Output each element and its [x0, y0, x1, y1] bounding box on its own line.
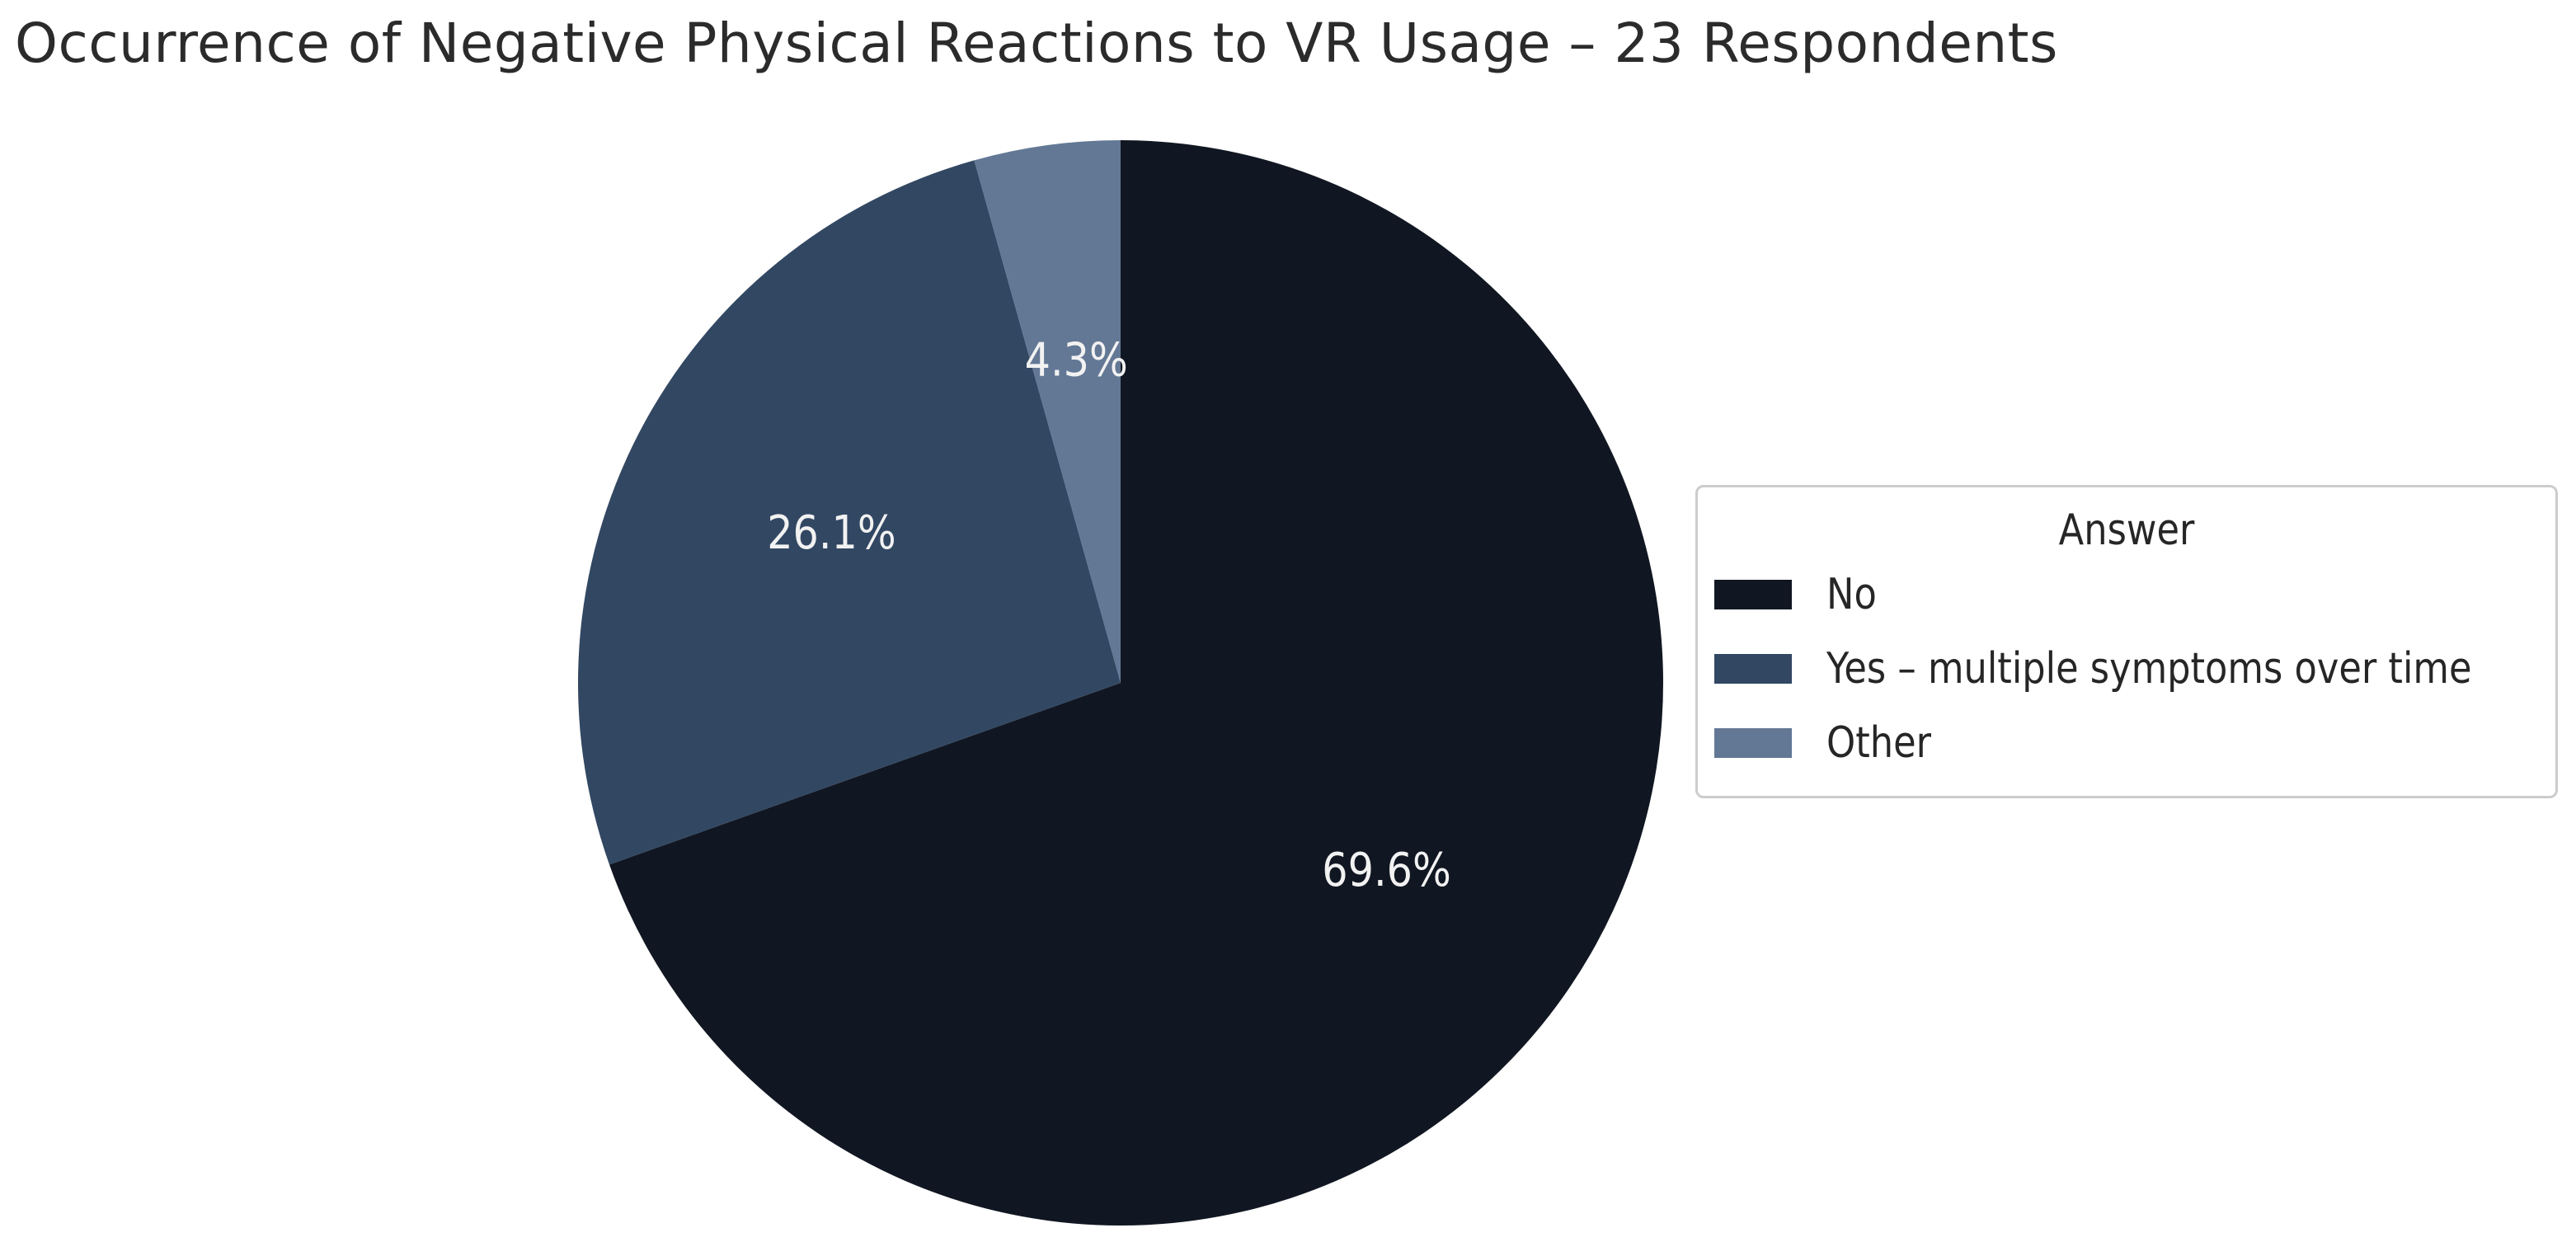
legend-label-no: No	[1826, 570, 1877, 619]
pie-slice-no	[609, 140, 1663, 1226]
pie-slice-other	[974, 140, 1121, 683]
pie-slice-yes-multiple-symptoms-over-time	[577, 160, 1121, 865]
pie-label-no: 69.6%	[1322, 844, 1451, 897]
legend-item-other: Other	[1714, 718, 1948, 768]
legend-label-other: Other	[1826, 718, 1931, 768]
chart-title: Occurrence of Negative Physical Reaction…	[15, 12, 2058, 75]
pie-slices	[577, 140, 1663, 1226]
legend-swatch-other	[1714, 728, 1792, 758]
legend-label-yes-multiple-symptoms: Yes – multiple symptoms over time	[1826, 644, 2472, 694]
pie-label-yes-multiple-symptoms-over-time: 26.1%	[767, 506, 896, 560]
legend-swatch-no	[1714, 580, 1792, 609]
legend-title: Answer	[2058, 506, 2195, 555]
legend-item-no: No	[1714, 570, 1885, 619]
pie-labels: 69.6% 26.1% 4.3%	[767, 333, 1451, 897]
legend-item-yes-multiple-symptoms: Yes – multiple symptoms over time	[1714, 644, 2576, 694]
legend-swatch-yes-multiple-symptoms	[1714, 654, 1792, 684]
pie-label-other: 4.3%	[1025, 333, 1128, 387]
legend: Answer No Yes – multiple symptoms over t…	[1695, 485, 2558, 798]
